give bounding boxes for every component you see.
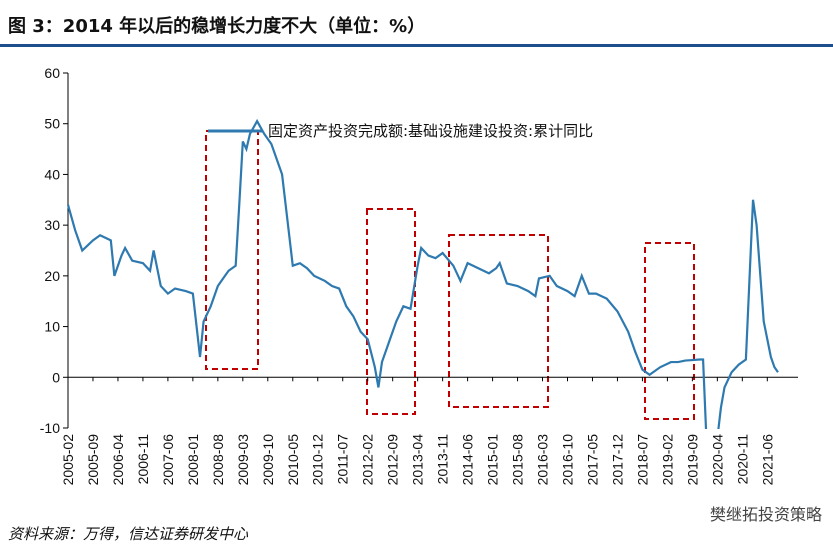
y-tick-label: 10	[44, 319, 60, 335]
x-tick-label: 2012-02	[360, 434, 376, 486]
y-tick-label: 60	[44, 65, 60, 81]
x-tick-label: 2020-04	[709, 434, 725, 486]
watermark: 樊继拓投资策略	[710, 505, 822, 524]
x-tick-label: 2006-11	[135, 434, 151, 485]
x-tick-label: 2021-06	[759, 434, 775, 486]
x-tick-label: 2017-12	[609, 434, 625, 486]
y-tick-label: -10	[40, 420, 60, 436]
x-tick-label: 2017-05	[584, 434, 600, 486]
y-tick-label: 0	[52, 369, 60, 385]
x-tick-label: 2015-08	[510, 434, 526, 486]
y-tick-label: 20	[44, 268, 60, 284]
x-tick-label: 2007-06	[160, 434, 176, 486]
x-tick-label: 2014-06	[460, 434, 476, 486]
x-tick-label: 2008-08	[210, 434, 226, 486]
x-tick-label: 2019-09	[684, 434, 700, 486]
x-tick-label: 2006-04	[110, 434, 126, 486]
x-tick-label: 2018-07	[634, 434, 650, 486]
x-tick-label: 2019-02	[659, 434, 675, 486]
x-tick-label: 2020-11	[734, 434, 750, 485]
y-tick-label: 30	[44, 217, 60, 233]
chart-title: 图 3：2014 年以后的稳增长力度不大（单位：%）	[8, 15, 425, 37]
x-tick-label: 2013-11	[435, 434, 451, 485]
x-tick-label: 2009-10	[260, 434, 276, 486]
x-tick-label: 2005-09	[85, 434, 101, 486]
x-tick-label: 2016-10	[559, 434, 575, 486]
data-line	[66, 118, 779, 429]
x-tick-label: 2010-12	[310, 434, 326, 486]
x-tick-label: 2009-03	[235, 434, 251, 486]
source-note: 资料来源：万得，信达证券研发中心	[8, 525, 249, 543]
x-tick-label: 2005-02	[60, 434, 76, 486]
y-tick-label: 50	[44, 116, 60, 132]
highlight-boxes	[205, 130, 695, 420]
x-tick-label: 2010-05	[285, 434, 301, 486]
x-tick-label: 2011-07	[335, 434, 351, 485]
x-tick-label: 2013-04	[410, 434, 426, 486]
legend-label: 固定资产投资完成额:基础设施建设投资:累计同比	[268, 122, 593, 140]
x-tick-label: 2008-01	[185, 434, 201, 486]
x-tick-label: 2012-09	[385, 434, 401, 486]
x-tick-label: 2016-03	[535, 434, 551, 486]
title-rule	[0, 44, 833, 47]
y-tick-label: 40	[44, 166, 60, 182]
x-tick-label: 2015-01	[485, 434, 501, 486]
